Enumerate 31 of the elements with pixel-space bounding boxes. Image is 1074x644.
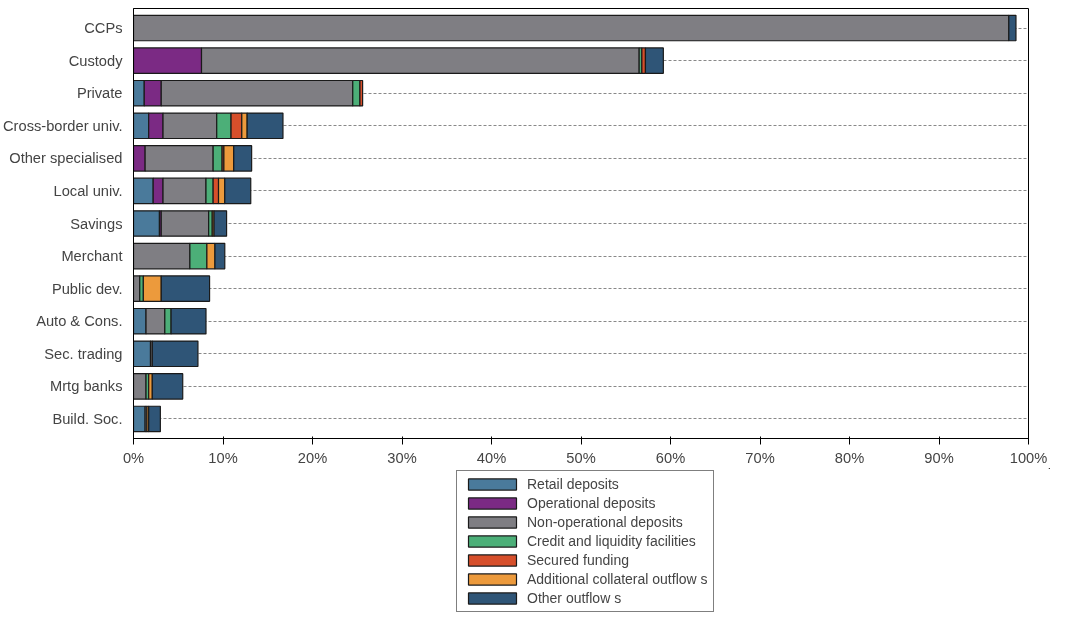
x-tick-label: 60% xyxy=(655,449,686,466)
y-tick-label: Mrtg banks xyxy=(50,378,123,395)
y-tick-label: Savings xyxy=(70,215,123,232)
legend-label: Operational deposits xyxy=(527,495,656,511)
legend-label: Retail deposits xyxy=(527,476,619,492)
y-tick-label: Auto & Cons. xyxy=(36,313,123,330)
y-tick-label: Build. Soc. xyxy=(52,410,123,427)
y-tick-label: Public dev. xyxy=(51,280,123,297)
x-tick-label: 70% xyxy=(745,449,775,466)
legend-label: Non-operational deposits xyxy=(527,514,683,530)
y-tick-label: Other specialised xyxy=(9,150,123,167)
x-tick-label: 80% xyxy=(834,449,865,466)
y-tick-label: Merchant xyxy=(61,248,123,265)
y-tick-label: Local univ. xyxy=(53,182,123,199)
x-tick-label: 40% xyxy=(476,449,507,466)
y-tick-label: CCPs xyxy=(84,20,123,37)
y-tick-label: Private xyxy=(76,85,123,102)
legend-label: Additional collateral outflow s xyxy=(527,571,708,587)
y-tick-label: Sec. trading xyxy=(44,345,123,362)
x-tick-label: 90% xyxy=(924,449,954,466)
y-tick-label: Cross-border univ. xyxy=(3,117,123,134)
x-tick-label: 20% xyxy=(297,449,328,466)
x-tick-label: 100% xyxy=(1009,449,1048,466)
x-tick-label: 30% xyxy=(387,449,417,466)
x-tick-label: 0% xyxy=(122,449,145,466)
y-tick-label: Custody xyxy=(68,52,124,69)
legend-label: Secured funding xyxy=(527,552,629,568)
x-tick-label: 50% xyxy=(566,449,596,466)
x-tick-label: 10% xyxy=(208,449,238,466)
legend-label: Other outflow s xyxy=(527,590,622,606)
legend-label: Credit and liquidity facilities xyxy=(527,533,696,549)
